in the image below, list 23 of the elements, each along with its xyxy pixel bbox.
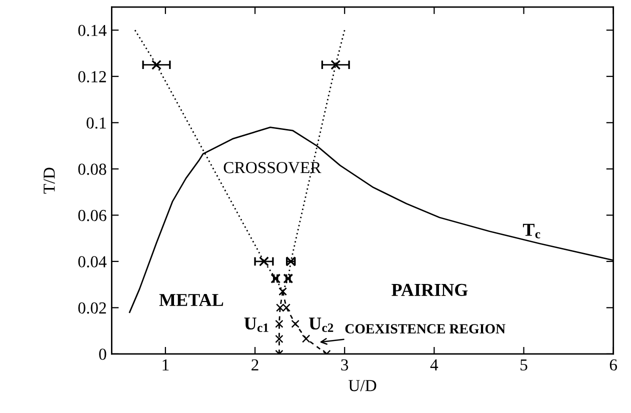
annotation: COEXISTENCE REGION bbox=[345, 324, 506, 334]
y-tick-label: 0.1 bbox=[86, 117, 106, 129]
y-tick-label: 0.08 bbox=[78, 164, 106, 175]
y-tick-label: 0.12 bbox=[78, 71, 106, 82]
y-tick-label: 0.14 bbox=[78, 24, 107, 36]
annotation: U$_{c2}$ bbox=[309, 318, 334, 332]
x-axis-title: U/D bbox=[348, 380, 376, 392]
y-tick-label: 0 bbox=[99, 348, 106, 360]
y-axis-title: T/D bbox=[44, 168, 55, 194]
annotation: T$_{c}$ bbox=[522, 224, 540, 238]
x-tick-label: 3 bbox=[341, 359, 348, 371]
x-tick-label: 4 bbox=[430, 359, 438, 370]
annotation: U$_{c1}$ bbox=[244, 318, 268, 332]
annotation: PAIRING bbox=[392, 284, 468, 296]
x-tick-label: 6 bbox=[610, 359, 617, 371]
x-tick-label: 5 bbox=[520, 359, 528, 371]
y-tick-label: 0.02 bbox=[78, 302, 106, 314]
annotation: METAL bbox=[159, 294, 224, 306]
y-tick-label: 0.04 bbox=[78, 256, 107, 268]
x-tick-label: 2 bbox=[252, 359, 258, 370]
annotation: CROSSOVER bbox=[224, 162, 322, 174]
y-tick-label: 0.06 bbox=[78, 210, 106, 222]
x-tick-label: 1 bbox=[162, 359, 169, 370]
